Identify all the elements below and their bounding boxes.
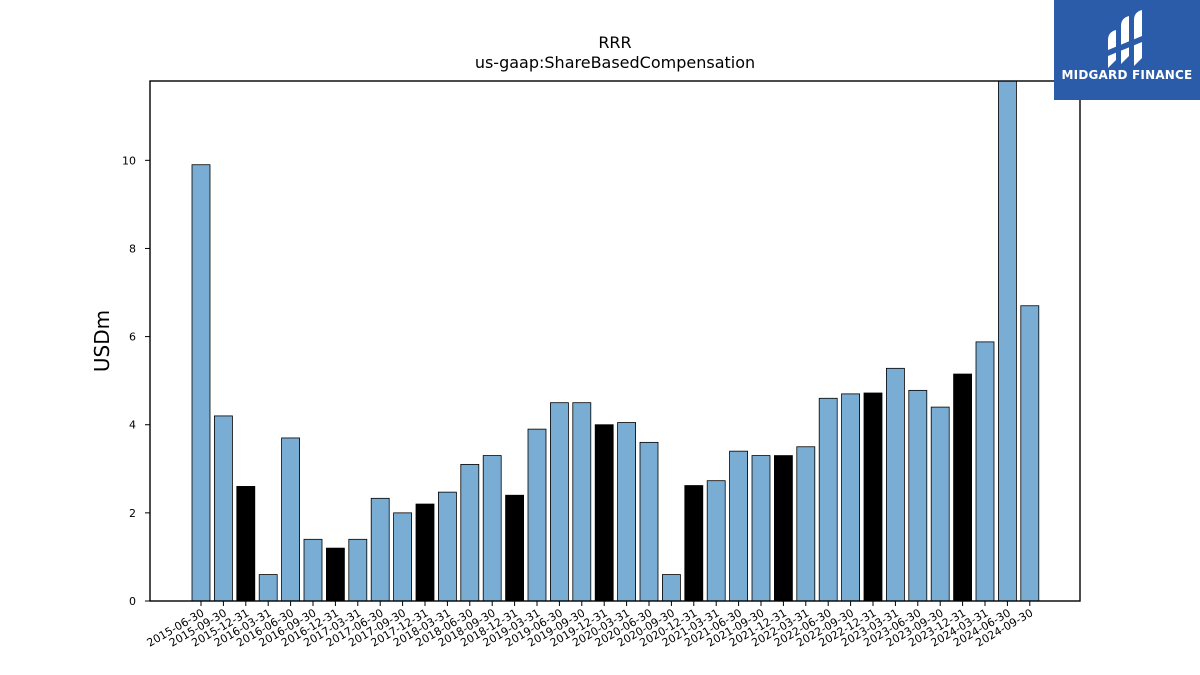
bars-group	[191, 80, 1040, 602]
bar-2016-12-31	[325, 547, 345, 602]
y-tick-label: 10	[122, 154, 136, 167]
bar-2022-12-31	[863, 392, 883, 602]
bar-2015-06-30	[191, 164, 211, 602]
bar-2023-12-31	[953, 373, 972, 602]
y-tick-label: 4	[129, 419, 136, 432]
bar-2023-06-30	[908, 389, 928, 602]
bar-2022-09-30	[841, 393, 860, 602]
bar-2021-06-30	[729, 450, 748, 602]
bar-2020-03-31	[617, 422, 636, 602]
bar-2024-06-30	[998, 80, 1017, 602]
plot-frame	[149, 80, 1081, 602]
y-tick-label: 6	[129, 331, 136, 344]
bar-2023-03-31	[886, 367, 905, 602]
bar-2016-09-30	[303, 538, 323, 602]
bar-2019-06-30	[550, 402, 569, 602]
chart-title: RRR	[598, 33, 631, 52]
bar-2017-09-30	[393, 512, 413, 602]
bar-2017-03-31	[348, 538, 368, 602]
bar-2018-09-30	[482, 455, 502, 602]
bar-2024-03-31	[975, 341, 995, 602]
bar-2020-12-31	[684, 485, 704, 602]
brand-name: MIDGARD FINANCE	[1061, 68, 1193, 82]
bar-2019-09-30	[572, 402, 592, 602]
bar-2015-09-30	[213, 415, 233, 602]
bar-2015-12-31	[236, 486, 256, 602]
bar-2024-09-30	[1020, 305, 1040, 602]
chart-subtitle: us-gaap:ShareBasedCompensation	[475, 53, 755, 72]
bar-2022-03-31	[796, 446, 816, 602]
bar-2016-06-30	[281, 437, 301, 602]
bar-2020-09-30	[662, 574, 681, 602]
bar-2020-06-30	[639, 441, 659, 602]
bar-2019-12-31	[594, 424, 614, 602]
y-tick-label: 2	[129, 507, 136, 520]
bar-2017-06-30	[370, 497, 390, 602]
bar-2016-03-31	[258, 574, 278, 602]
y-ticks: 0 2 4 6 8 10	[122, 154, 150, 608]
bar-2019-03-31	[527, 428, 547, 602]
bar-2018-12-31	[505, 494, 525, 602]
bar-2018-06-30	[460, 463, 480, 602]
bar-2017-12-31	[415, 503, 435, 602]
midgard-logo-icon	[1108, 10, 1142, 68]
y-tick-label: 0	[129, 595, 136, 608]
x-ticks: 2015-06-302015-09-302015-12-312016-03-31…	[145, 601, 1035, 650]
bar-2021-03-31	[706, 480, 726, 602]
bar-2023-09-30	[930, 406, 950, 602]
brand-logo: MIDGARD FINANCE	[1054, 0, 1200, 100]
y-axis-label: USDm	[90, 310, 114, 372]
bar-2022-06-30	[818, 397, 838, 602]
bar-2021-12-31	[774, 455, 793, 602]
y-tick-label: 8	[129, 242, 136, 255]
bar-2021-09-30	[751, 455, 771, 602]
bar-2018-03-31	[437, 491, 457, 602]
